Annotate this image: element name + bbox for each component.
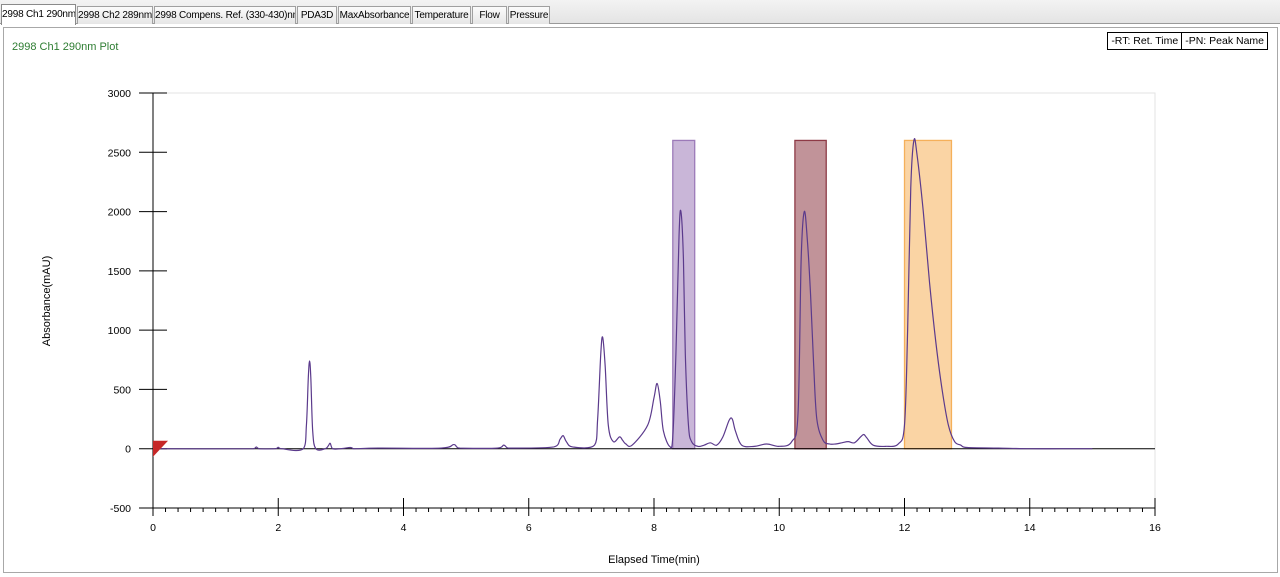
chromatogram-trace xyxy=(152,138,1093,452)
tab-ch2-289nm[interactable]: 2998 Ch2 289nm xyxy=(77,6,153,24)
tab-pda3d[interactable]: PDA3D xyxy=(297,6,337,24)
peak-label-legend: -RT: Ret. Time -PN: Peak Name xyxy=(1107,32,1268,50)
legend-retention-time[interactable]: -RT: Ret. Time xyxy=(1111,35,1179,47)
y-tick-label: -500 xyxy=(110,503,131,515)
y-tick-label: 0 xyxy=(125,444,131,456)
x-tick-label: 16 xyxy=(1149,522,1161,534)
tab-flow[interactable]: Flow xyxy=(472,6,507,24)
x-tick-label: 12 xyxy=(899,522,911,534)
tab-compens-ref[interactable]: 2998 Compens. Ref. (330-430)nm xyxy=(154,6,296,24)
tab-pressure[interactable]: Pressure xyxy=(508,6,550,24)
tab-maxabsorbance[interactable]: MaxAbsorbance xyxy=(338,6,411,24)
x-tick-label: 10 xyxy=(773,522,785,534)
highlight-bands xyxy=(672,139,953,450)
tab-ch1-290nm[interactable]: 2998 Ch1 290nm xyxy=(1,4,76,25)
y-axis-title: Absorbance(mAU) xyxy=(41,256,53,346)
x-tick-label: 4 xyxy=(401,522,407,534)
y-tick-label: 1500 xyxy=(108,266,132,278)
legend-peak-name[interactable]: -PN: Peak Name xyxy=(1181,33,1267,49)
start-marker-icon xyxy=(153,440,168,457)
plot-title: 2998 Ch1 290nm Plot xyxy=(12,41,119,53)
y-tick-label: 1000 xyxy=(108,325,132,337)
x-tick-label: 6 xyxy=(526,522,532,534)
y-tick-label: 3000 xyxy=(108,88,132,100)
x-tick-label: 0 xyxy=(150,522,156,534)
y-tick-label: 2500 xyxy=(108,147,132,159)
x-axis-title: Elapsed Time(min) xyxy=(608,554,700,566)
y-tick-label: 2000 xyxy=(108,207,132,219)
x-tick-label: 14 xyxy=(1024,522,1036,534)
tab-temperature[interactable]: Temperature xyxy=(412,6,471,24)
x-tick-label: 8 xyxy=(651,522,657,534)
y-tick-label: 500 xyxy=(113,384,131,396)
x-tick-label: 2 xyxy=(275,522,281,534)
plot-panel xyxy=(3,27,1278,573)
plot-area xyxy=(152,92,1156,509)
tab-bar: 2998 Ch1 290nm 2998 Ch2 289nm 2998 Compe… xyxy=(0,0,1280,25)
axes: -500 0 500 1000 1500 2000 2500 3000 0 2 4 6 8 10 12 14 1… xyxy=(108,88,1161,534)
